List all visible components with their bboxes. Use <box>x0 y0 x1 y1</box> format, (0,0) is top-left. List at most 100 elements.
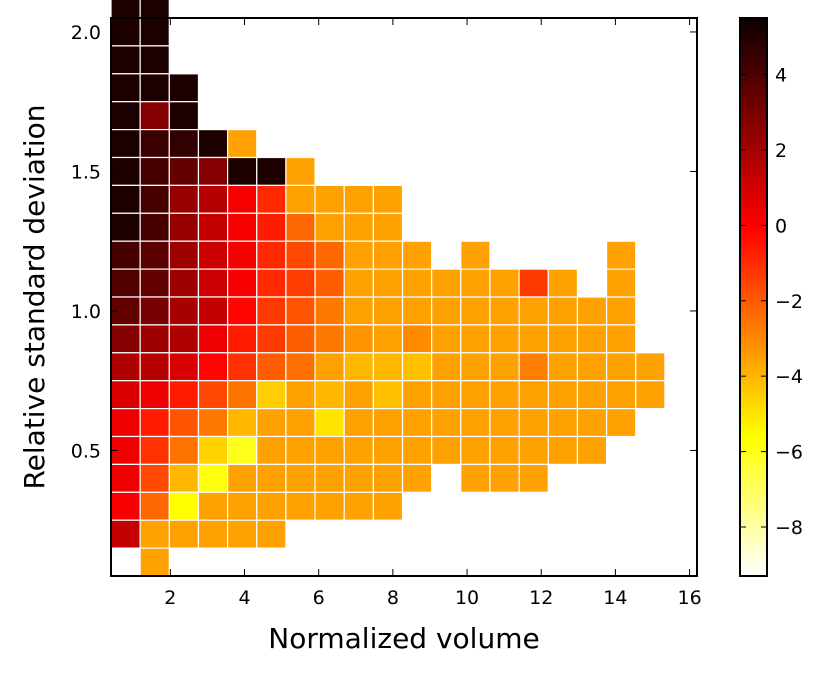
heatmap-cell <box>285 408 316 438</box>
heatmap-cell <box>168 156 200 186</box>
heatmap-cell <box>460 408 491 438</box>
heatmap-cell <box>256 435 287 465</box>
heatmap-cell <box>227 463 258 493</box>
heatmap-cell <box>460 324 491 354</box>
y-tick-label: 1.0 <box>71 301 101 323</box>
colorbar-tick-label: −2 <box>775 291 803 313</box>
heatmap-cell <box>401 268 433 298</box>
heatmap-cell <box>285 463 316 493</box>
heatmap-cell <box>431 324 462 354</box>
heatmap-cell <box>401 296 433 326</box>
heatmap-cell <box>460 268 491 298</box>
heatmap-cell <box>256 156 287 186</box>
heatmap-cell <box>110 129 141 159</box>
heatmap-cell <box>518 352 549 382</box>
heatmap-cell <box>372 491 404 521</box>
x-tick-label: 2 <box>164 587 176 609</box>
heatmap-cell <box>197 212 229 242</box>
x-axis-ticks: 2 4 6 8 10 12 14 16 <box>164 18 702 609</box>
heatmap-cell <box>285 380 316 410</box>
heatmap-cell <box>401 240 433 270</box>
heatmap-cell <box>139 435 170 465</box>
heatmap-cell <box>285 268 316 298</box>
heatmap-cell <box>372 324 404 354</box>
colorbar-tick-label: 4 <box>775 65 787 87</box>
heatmap-cell <box>139 156 170 186</box>
heatmap-cell <box>576 380 608 410</box>
heatmap-cell <box>489 324 520 354</box>
colorbar-ticks: 4 2 0 −2 −4 −6 −8 <box>740 65 803 539</box>
heatmap-cell <box>314 408 345 438</box>
heatmap-cell <box>431 268 462 298</box>
heatmap-cell <box>110 463 141 493</box>
heatmap-cell <box>314 352 345 382</box>
heatmap-cell <box>547 352 579 382</box>
heatmap-cell <box>518 463 549 493</box>
heatmap-cell <box>372 380 404 410</box>
heatmap-cell <box>460 380 491 410</box>
heatmap-cell <box>343 491 374 521</box>
heatmap-cell <box>372 435 404 465</box>
heatmap-cell <box>401 463 433 493</box>
heatmap-cell <box>605 268 637 298</box>
heatmap-cell <box>285 184 316 214</box>
heatmap-cell <box>372 296 404 326</box>
heatmap-cell <box>489 380 520 410</box>
y-axis-label: Relative standard deviation <box>18 104 51 489</box>
heatmap-cell <box>139 240 170 270</box>
colorbar-tick-label: 2 <box>775 140 787 162</box>
y-axis-ticks: 0.5 1.0 1.5 2.0 <box>71 22 697 462</box>
heatmap-cell <box>256 212 287 242</box>
heatmap-cell <box>168 352 200 382</box>
heatmap-cell <box>372 408 404 438</box>
heatmap-cell <box>227 268 258 298</box>
heatmap-cell <box>139 129 170 159</box>
heatmap-cell <box>460 296 491 326</box>
heatmap-cell <box>314 212 345 242</box>
heatmap-cell <box>110 408 141 438</box>
heatmap-cell <box>343 240 374 270</box>
heatmap-cell <box>431 296 462 326</box>
heatmap-cell <box>314 184 345 214</box>
heatmap-cell <box>227 240 258 270</box>
colorbar <box>739 17 768 577</box>
x-tick-label: 16 <box>677 587 701 609</box>
heatmap-cell <box>256 519 287 549</box>
heatmap-cell <box>168 519 200 549</box>
heatmap-cell <box>314 296 345 326</box>
heatmap-cell <box>197 240 229 270</box>
heatmap-cell <box>168 491 200 521</box>
heatmap-cell <box>197 184 229 214</box>
heatmap-cell <box>227 435 258 465</box>
plot-frame <box>110 17 698 577</box>
heatmap-cell <box>431 352 462 382</box>
heatmap-cell <box>168 408 200 438</box>
heatmap-cell <box>460 240 491 270</box>
heatmap-cell <box>197 435 229 465</box>
heatmap-cell <box>139 547 170 577</box>
heatmap-cell <box>197 352 229 382</box>
heatmap-cell <box>518 380 549 410</box>
heatmap-cell <box>605 408 637 438</box>
heatmap-cell <box>343 184 374 214</box>
heatmap-cell <box>372 212 404 242</box>
heatmap-cell <box>314 491 345 521</box>
heatmap-cell <box>110 73 141 103</box>
x-tick-label: 10 <box>455 587 479 609</box>
heatmap-cell <box>256 296 287 326</box>
heatmap-cell <box>168 296 200 326</box>
heatmap-cell <box>460 435 491 465</box>
heatmap-cells <box>110 0 666 577</box>
heatmap-cell <box>314 463 345 493</box>
heatmap-cell <box>168 324 200 354</box>
heatmap-cell <box>605 296 637 326</box>
heatmap-cell <box>110 268 141 298</box>
colorbar-tick-label: 0 <box>775 215 787 237</box>
heatmap-cell <box>168 101 200 131</box>
heatmap-cell <box>110 0 141 19</box>
heatmap-cell <box>197 491 229 521</box>
heatmap-cell <box>489 408 520 438</box>
heatmap-cell <box>489 463 520 493</box>
heatmap-cell <box>256 380 287 410</box>
heatmap-cell <box>605 380 637 410</box>
